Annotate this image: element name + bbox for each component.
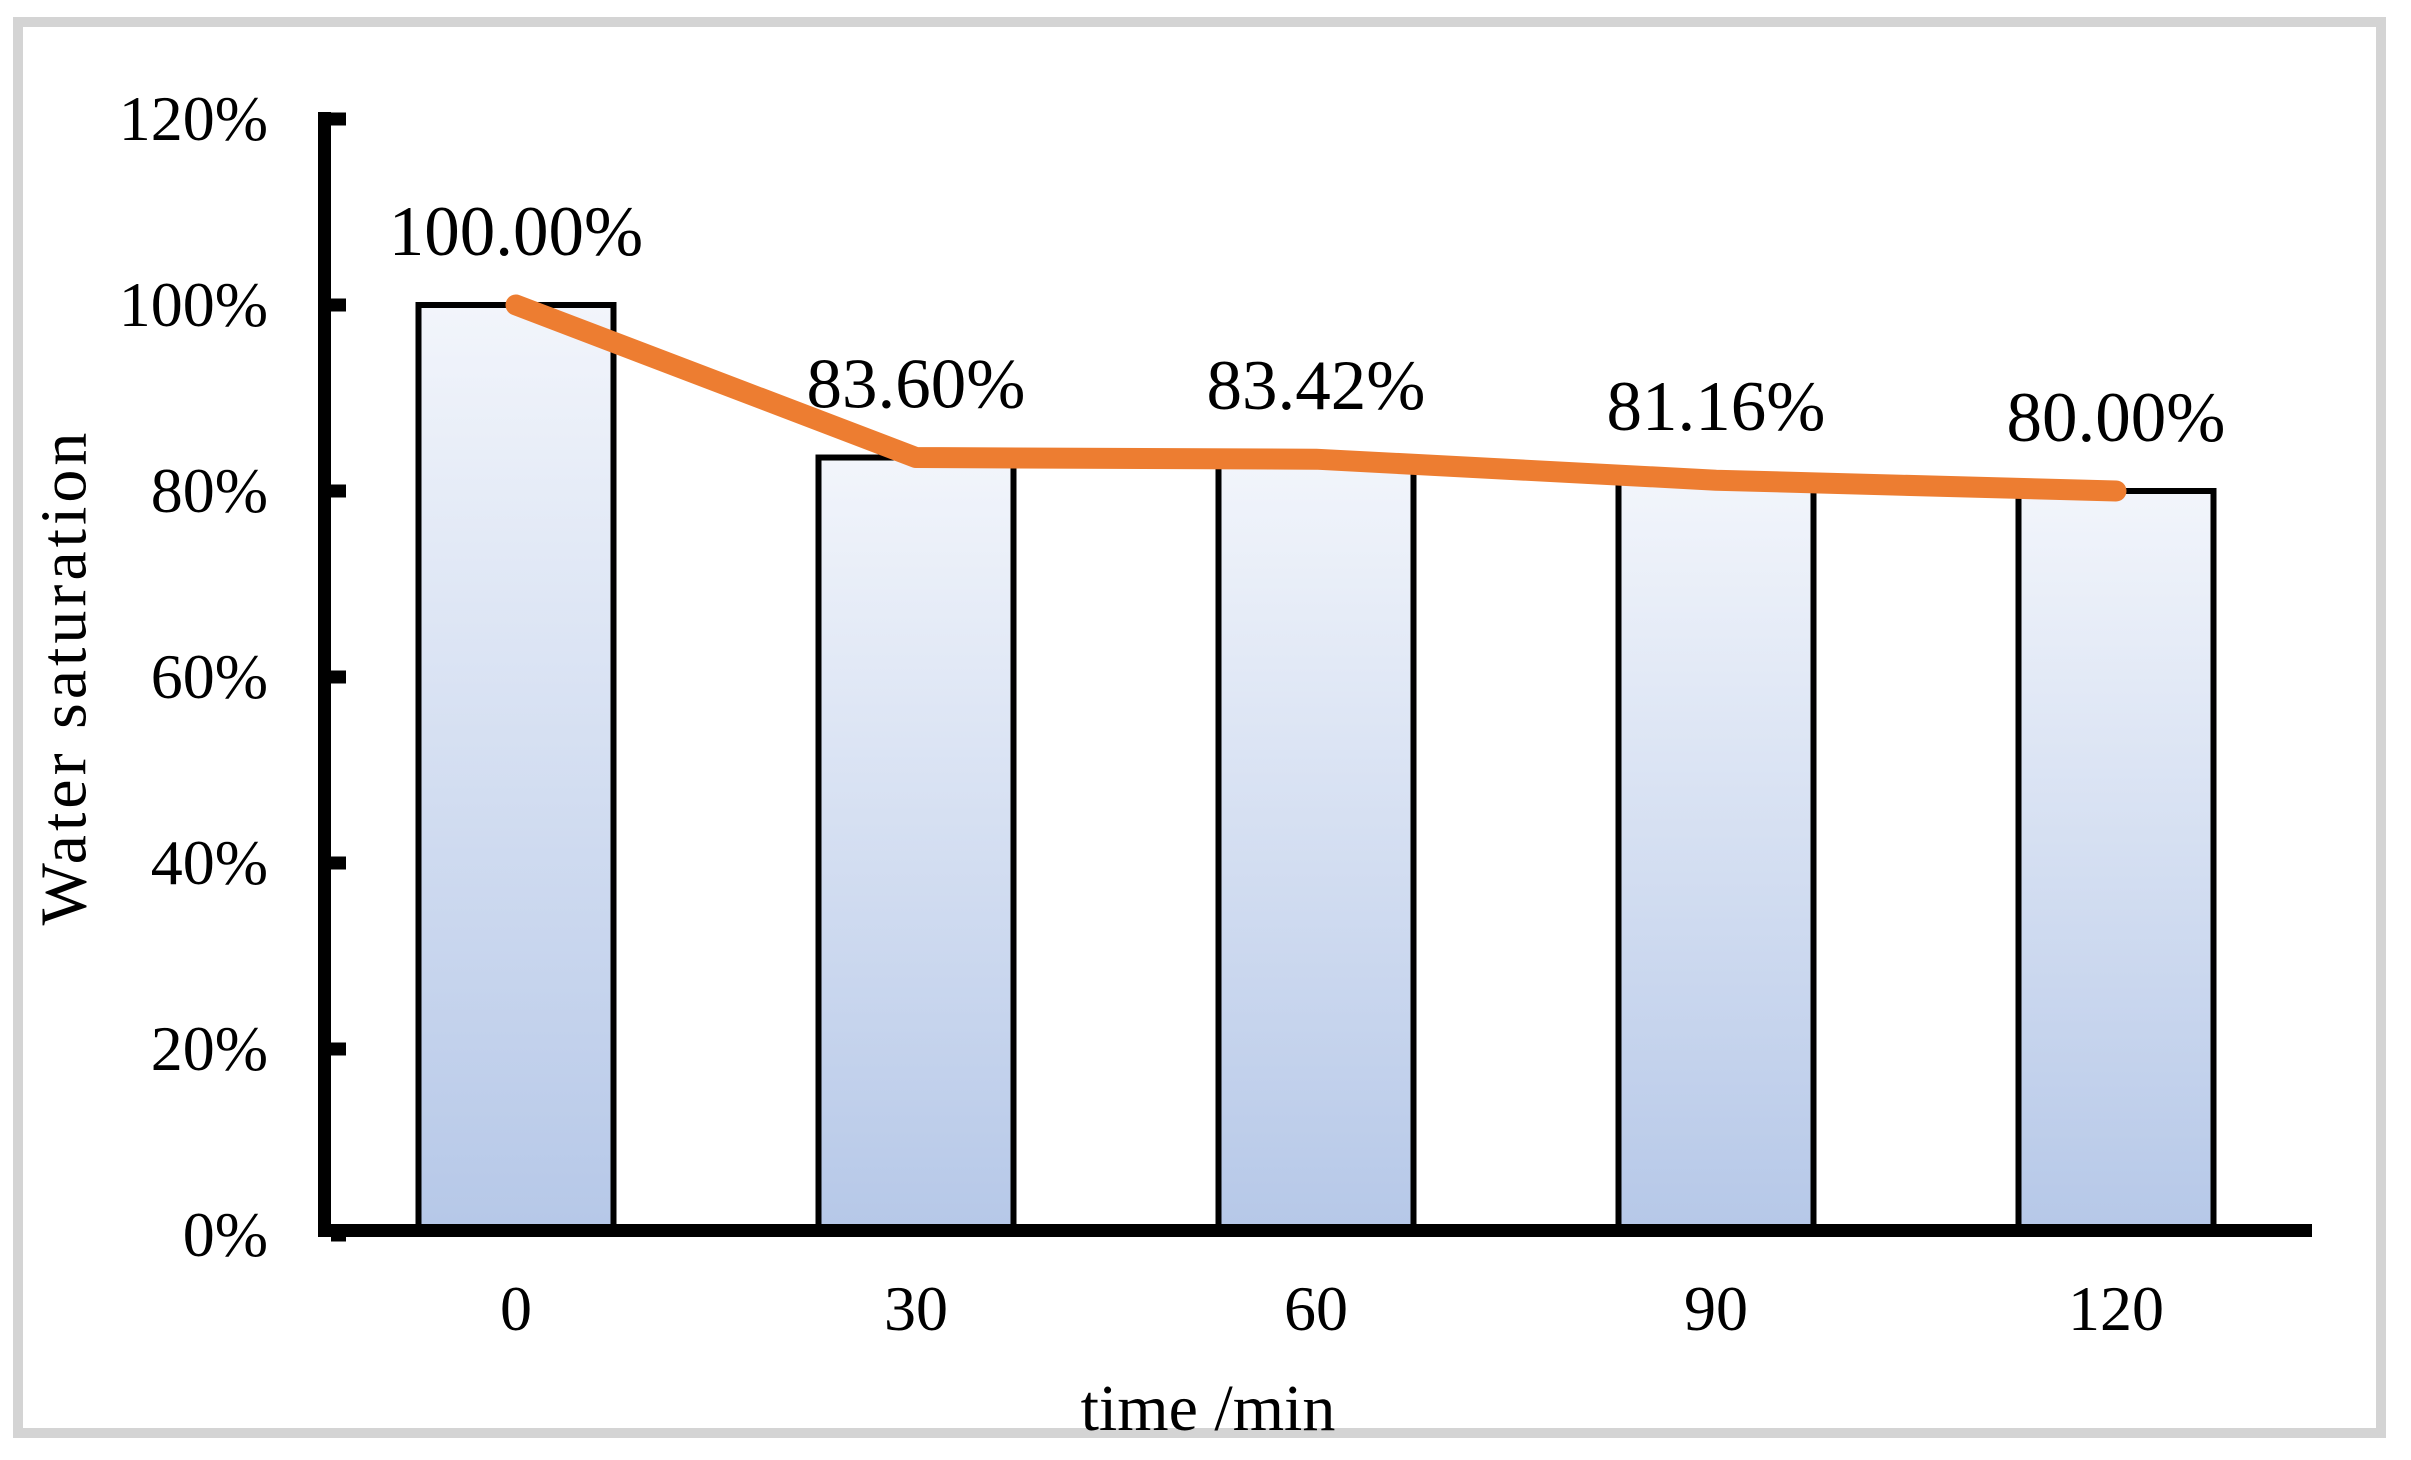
bar-60 (1215, 456, 1417, 1231)
y-tick-labels-group: 0% 20% 40% 60% 80% 100% 120% (119, 83, 268, 1270)
y-axis-title: Water saturation (28, 429, 101, 926)
data-label-0: 100.00% (389, 193, 643, 271)
x-tick-label-2: 60 (1284, 1273, 1348, 1344)
bar-30 (815, 454, 1017, 1230)
y-tick-100 (331, 298, 346, 312)
axes-group (318, 112, 2312, 1242)
bar-series-group (415, 302, 2217, 1231)
y-tick-label-1: 20% (151, 1013, 268, 1084)
data-labels-group: 100.00% 83.60% 83.42% 81.16% 80.00% (389, 193, 2226, 457)
line-series-group (505, 294, 2127, 502)
chart-border-frame (13, 17, 2386, 1438)
data-label-4: 80.00% (2007, 379, 2226, 457)
y-tick-label-2: 40% (151, 827, 268, 898)
x-axis-line (318, 1224, 2312, 1237)
x-tick-label-0: 0 (500, 1273, 532, 1344)
x-tick-labels-group: 0 30 60 90 120 (500, 1273, 2164, 1344)
data-label-2: 83.42% (1207, 347, 1426, 425)
y-tick-label-5: 100% (119, 269, 268, 340)
y-tick-label-6: 120% (119, 83, 268, 154)
y-axis-line (318, 112, 331, 1237)
y-tick-20 (331, 1042, 346, 1056)
data-label-3: 81.16% (1607, 368, 1826, 446)
x-tick-label-4: 120 (2068, 1273, 2164, 1344)
y-tick-120 (331, 112, 346, 126)
y-tick-0 (331, 1228, 346, 1242)
y-tick-80 (331, 484, 346, 498)
line-series (505, 294, 2127, 502)
data-label-1: 83.60% (807, 346, 1026, 424)
x-tick-label-3: 90 (1684, 1273, 1748, 1344)
y-tick-40 (331, 856, 346, 870)
x-tick-label-1: 30 (884, 1273, 948, 1344)
bar-120 (2015, 488, 2217, 1230)
y-tick-label-0: 0% (183, 1199, 268, 1270)
y-tick-label-4: 80% (151, 455, 268, 526)
bar-0 (415, 302, 617, 1230)
bar-90 (1615, 477, 1817, 1231)
y-tick-60 (331, 670, 346, 684)
x-axis-title: time /min (1081, 1372, 1336, 1445)
y-tick-label-3: 60% (151, 641, 268, 712)
